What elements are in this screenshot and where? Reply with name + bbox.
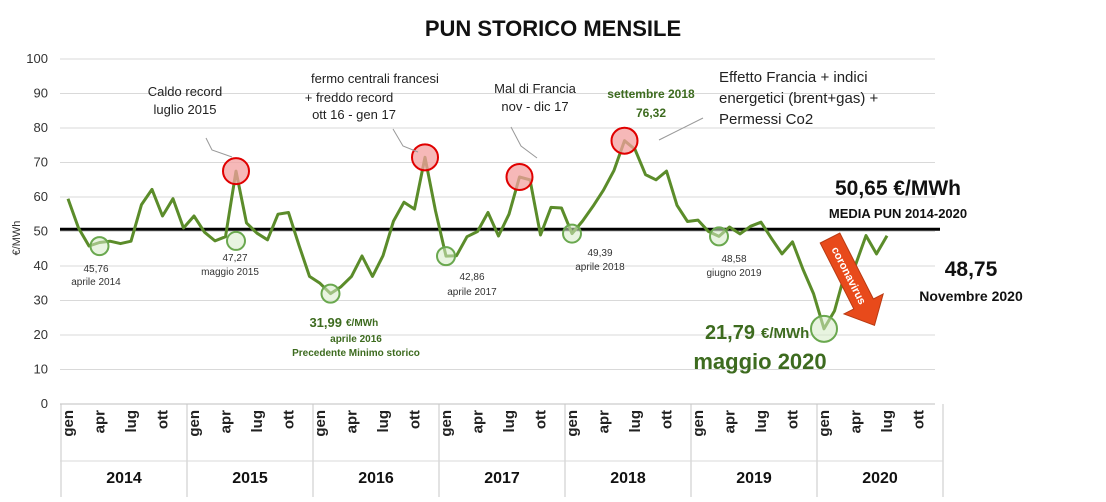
- last-date-label: Novembre 2020: [919, 288, 1023, 304]
- mean-value-label: 50,65 €/MWh: [835, 177, 961, 200]
- x-tick-label: ott: [155, 410, 172, 429]
- x-tick-label: apr: [596, 410, 613, 434]
- marker-jul-2015: [222, 157, 250, 186]
- ann-caldo-line2: luglio 2015: [154, 102, 217, 117]
- min2014-date: aprile 2014: [71, 277, 121, 288]
- marker-apr-2018: [562, 223, 582, 244]
- ann-effetto-line2: energetici (brent+gas) +: [719, 90, 878, 107]
- x-tick-label: lug: [501, 410, 518, 433]
- min2020-value: 21,79: [705, 322, 755, 344]
- x-tick-label: ott: [659, 410, 676, 429]
- x-tick-label: gen: [60, 410, 77, 437]
- min2020-unit: €/MWh: [761, 325, 809, 342]
- x-tick-label: apr: [722, 410, 739, 434]
- ann-effetto-line3: Permessi Co2: [719, 111, 813, 128]
- marker-jun-2019: [709, 226, 729, 247]
- x-tick-label: lug: [879, 410, 896, 433]
- y-tick-label: 90: [34, 86, 48, 101]
- min2020-date: maggio 2020: [693, 349, 826, 374]
- min2016-note: Precedente Minimo storico: [292, 348, 420, 359]
- ann-mal-line1: Mal di Francia: [494, 81, 576, 96]
- x-tick-label: lug: [753, 410, 770, 433]
- marker-sep-2018: [610, 126, 639, 155]
- ann-mal-line2: nov - dic 17: [501, 99, 568, 114]
- ann-sett-line1: settembre 2018: [607, 87, 695, 101]
- y-axis-label: €/MWh: [11, 221, 23, 256]
- year-label: 2017: [484, 470, 520, 487]
- x-tick-label: apr: [848, 410, 865, 434]
- min2017-value: 42,86: [459, 272, 484, 283]
- x-tick-label: lug: [627, 410, 644, 433]
- y-tick-label: 10: [34, 362, 48, 377]
- x-tick-label: ott: [533, 410, 550, 429]
- min2014-value: 45,76: [83, 264, 108, 275]
- marker-may-2015: [226, 230, 246, 251]
- y-tick-label: 60: [34, 189, 48, 204]
- x-tick-label: gen: [690, 410, 707, 437]
- x-tick-label: ott: [785, 410, 802, 429]
- min2016-value: 31,99: [309, 315, 342, 330]
- year-label: 2019: [736, 470, 772, 487]
- marker-apr-2014: [89, 236, 110, 257]
- x-tick-label: apr: [218, 410, 235, 434]
- x-tick-label: lug: [375, 410, 392, 433]
- year-label: 2016: [358, 470, 394, 487]
- x-tick-label: lug: [249, 410, 266, 433]
- marker-apr-2016: [320, 283, 341, 304]
- chart-title: PUN STORICO MENSILE: [425, 16, 681, 41]
- marker-apr-2017: [436, 246, 456, 267]
- marker-nov-2017: [505, 162, 534, 191]
- x-tick-label: gen: [312, 410, 329, 437]
- y-tick-label: 80: [34, 120, 48, 135]
- ann-fermo-line1: fermo centrali francesi: [311, 71, 439, 86]
- ann-fermo-line2: + freddo record: [305, 90, 394, 105]
- min2016-unit: €/MWh: [346, 318, 378, 329]
- highlight-markers: [89, 126, 838, 343]
- min2017-date: aprile 2017: [447, 287, 497, 298]
- year-label: 2018: [610, 470, 646, 487]
- min2015-value: 47,27: [222, 253, 247, 264]
- min2019-value: 48,58: [721, 254, 746, 265]
- year-label: 2014: [106, 470, 142, 487]
- y-tick-label: 0: [41, 396, 48, 411]
- ann-caldo-line1: Caldo record: [148, 84, 222, 99]
- min2016-date: aprile 2016: [330, 334, 382, 345]
- x-tick-label: ott: [407, 410, 424, 429]
- min2018-date: aprile 2018: [575, 262, 625, 273]
- pun-series-line: [66, 139, 889, 331]
- min2019-date: giugno 2019: [706, 268, 761, 279]
- x-tick-label: gen: [438, 410, 455, 437]
- annotation-leaders: [205, 117, 704, 159]
- x-tick-label: lug: [123, 410, 140, 433]
- x-tick-label: gen: [816, 410, 833, 437]
- year-label: 2015: [232, 470, 268, 487]
- mean-text-label: MEDIA PUN 2014-2020: [829, 206, 967, 221]
- y-tick-label: 20: [34, 327, 48, 342]
- y-tick-label: 70: [34, 155, 48, 170]
- x-tick-label: ott: [281, 410, 298, 429]
- marker-may-2020: [810, 314, 838, 343]
- x-tick-label: apr: [344, 410, 361, 434]
- ann-effetto-line1: Effetto Francia + indici: [719, 69, 868, 86]
- x-tick-label: ott: [911, 410, 928, 429]
- ann-fermo-line3: ott 16 - gen 17: [312, 107, 396, 122]
- x-tick-label: apr: [92, 410, 109, 434]
- coronavirus-arrow-shape: [819, 232, 884, 326]
- y-tick-label: 40: [34, 258, 48, 273]
- x-tick-label: apr: [470, 410, 487, 434]
- last-value-label: 48,75: [945, 258, 998, 281]
- y-tick-label: 30: [34, 293, 48, 308]
- y-tick-labels: 0 10 20 30 40 50 60 70 80 90 100: [26, 51, 48, 411]
- min2018-value: 49,39: [587, 248, 612, 259]
- y-tick-label: 50: [34, 224, 48, 239]
- year-label: 2020: [862, 470, 898, 487]
- ann-sett-value: 76,32: [636, 106, 666, 120]
- y-tick-label: 100: [26, 51, 48, 66]
- marker-nov-2016: [411, 143, 439, 172]
- min2015-date: maggio 2015: [201, 267, 259, 278]
- x-axis: gen apr lug ott gen apr lug ott gen apr lug ott gen a…: [60, 403, 944, 497]
- x-tick-label: gen: [186, 410, 203, 437]
- x-tick-label: gen: [564, 410, 581, 437]
